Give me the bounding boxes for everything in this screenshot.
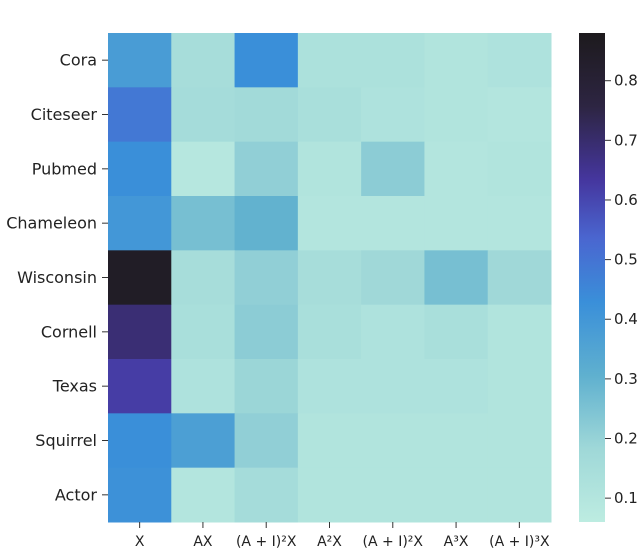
heatmap-cell <box>171 467 236 523</box>
heatmap-cell <box>171 304 236 360</box>
heatmap-cell <box>297 413 362 469</box>
heatmap-cell <box>361 304 425 360</box>
heatmap-cell <box>108 33 172 88</box>
colorbar <box>579 33 605 522</box>
row-label: Cora <box>60 51 97 70</box>
row-label: Actor <box>55 485 98 504</box>
heatmap-cell <box>234 33 299 88</box>
heatmap-cell <box>108 467 172 523</box>
heatmap-cell <box>487 87 552 143</box>
heatmap-cell <box>171 33 236 88</box>
heatmap-cell <box>234 413 299 469</box>
heatmap-cell <box>361 467 425 523</box>
heatmap-cell <box>171 250 236 306</box>
heatmap-cell <box>361 413 425 469</box>
heatmap-cell <box>424 413 489 469</box>
heatmap-cell <box>297 304 362 360</box>
heatmap-cell <box>361 141 425 197</box>
column-label: (A + I)²X <box>363 534 424 548</box>
column-label: (A + I)³X <box>489 534 550 548</box>
row-label: Wisconsin <box>17 268 97 287</box>
heatmap-cell <box>424 304 489 360</box>
row-labels: Cora Citeseer Pubmed Chameleon Wisconsin Corn… <box>6 51 108 504</box>
heatmap-cells <box>108 33 552 523</box>
heatmap-cell <box>424 359 489 414</box>
heatmap-cell <box>108 87 172 143</box>
column-label: A³X <box>444 534 469 548</box>
heatmap-cell <box>171 141 236 197</box>
heatmap-cell <box>487 33 552 88</box>
colorbar-tick-label: 0.1 <box>614 489 638 507</box>
heatmap-cell <box>234 87 299 143</box>
heatmap-cell <box>297 359 362 414</box>
colorbar-tick-label: 0.8 <box>614 72 638 90</box>
heatmap-cell <box>361 250 425 306</box>
column-label: X <box>135 534 145 548</box>
heatmap-cell <box>234 467 299 523</box>
heatmap-cell <box>424 250 489 306</box>
column-label: (A + I)²X <box>236 534 297 548</box>
colorbar-tick-label: 0.3 <box>614 370 638 388</box>
row-label: Texas <box>52 377 97 396</box>
heatmap-cell <box>297 196 362 251</box>
heatmap-cell <box>108 304 172 360</box>
heatmap-cell <box>108 413 172 469</box>
colorbar-tick-label: 0.5 <box>614 251 638 269</box>
heatmap-cell <box>487 413 552 469</box>
heatmap-cell <box>297 87 362 143</box>
heatmap-cell <box>234 359 299 414</box>
row-label: Chameleon <box>6 214 97 233</box>
heatmap-cell <box>171 413 236 469</box>
heatmap-cell <box>361 87 425 143</box>
colorbar-tick-label: 0.4 <box>614 310 638 328</box>
heatmap-cell <box>171 87 236 143</box>
heatmap-cell <box>171 196 236 251</box>
column-label: A²X <box>317 534 342 548</box>
colorbar-tick-label: 0.6 <box>614 191 638 209</box>
heatmap-cell <box>234 196 299 251</box>
heatmap-cell <box>424 87 489 143</box>
heatmap-cell <box>108 141 172 197</box>
heatmap-cell <box>108 196 172 251</box>
heatmap-cell <box>487 196 552 251</box>
heatmap-cell <box>297 250 362 306</box>
heatmap-cell <box>108 359 172 414</box>
heatmap-cell <box>108 250 172 306</box>
colorbar-ticks: 0.1 0.2 0.3 0.4 0.5 0.6 0.7 0.8 <box>605 72 638 507</box>
heatmap-cell <box>234 250 299 306</box>
colorbar-tick-label: 0.7 <box>614 131 638 149</box>
heatmap-cell <box>487 359 552 414</box>
heatmap-cell <box>361 33 425 88</box>
heatmap-cell <box>424 141 489 197</box>
heatmap-cell <box>297 467 362 523</box>
heatmap-cell <box>171 359 236 414</box>
column-label: AX <box>193 534 213 548</box>
row-label: Pubmed <box>32 159 97 178</box>
colorbar-tick-label: 0.2 <box>614 430 638 448</box>
heatmap-cell <box>487 141 552 197</box>
heatmap-cell <box>297 141 362 197</box>
column-labels: X AX (A + I)²X A²X (A + I)²X A³X (A + I)³X <box>135 522 550 548</box>
heatmap-cell <box>361 359 425 414</box>
heatmap-cell <box>297 33 362 88</box>
heatmap-cell <box>487 250 552 306</box>
heatmap-cell <box>361 196 425 251</box>
heatmap-cell <box>424 196 489 251</box>
heatmap-cell <box>424 33 489 88</box>
heatmap-cell <box>234 304 299 360</box>
row-label: Cornell <box>41 322 97 341</box>
heatmap-cell <box>234 141 299 197</box>
heatmap-cell <box>487 467 552 523</box>
row-label: Squirrel <box>35 431 97 450</box>
row-label: Citeseer <box>31 105 98 124</box>
heatmap-cell <box>487 304 552 360</box>
heatmap-cell <box>424 467 489 523</box>
